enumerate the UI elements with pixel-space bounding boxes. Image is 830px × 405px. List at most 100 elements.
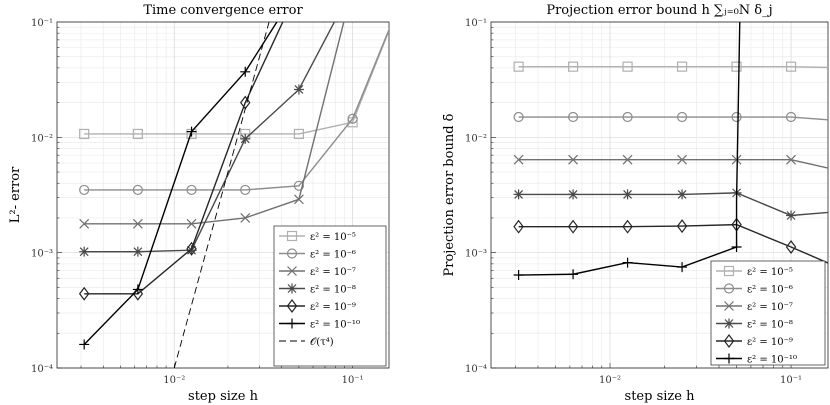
data-point [731,241,742,252]
legend-entry: ε² = 10⁻¹⁰ [279,318,360,331]
data-point [622,219,633,234]
data-point [79,218,90,229]
data-point [731,154,742,165]
legend-marker [723,334,735,348]
data-point [347,113,358,124]
data-point [186,218,197,229]
data-point [786,210,797,221]
plot-frame [490,21,829,369]
legend-label: ε² = 10⁻⁶ [310,250,356,261]
data-point [785,239,797,254]
data-point [622,111,633,123]
data-point [568,189,579,200]
series-7 [173,22,270,368]
data-point [79,184,90,196]
x-tick-label: 10⁻² [163,375,185,386]
series-6 [513,22,742,281]
legend-label: ε² = 10⁻⁷ [747,302,793,313]
series-6 [79,22,278,350]
data-point [677,154,687,165]
data-point [240,133,251,144]
data-point [513,61,524,72]
legend-entry: ε² = 10⁻⁸ [716,318,793,331]
series-line [84,22,336,253]
data-point [513,270,524,281]
legend-label: 𝒪(τ⁴) [310,337,334,348]
y-axis-label: Projection error bound δ̄ [442,113,457,276]
data-point [568,154,579,165]
legend-label: ε² = 10⁻¹⁰ [310,320,360,331]
grid [57,21,389,369]
legend-marker [723,265,735,277]
y-tick-label: 10⁻⁴ [31,364,53,375]
data-point [79,128,90,140]
legend-box [710,260,826,366]
y-tick-label: 10⁻³ [465,249,487,260]
series-line [84,22,345,225]
series-line [518,65,828,69]
legend-marker [287,283,297,294]
data-point [293,180,305,191]
data-point [132,218,143,229]
legend-marker [286,248,298,259]
data-point [731,61,742,72]
data-point [513,111,524,123]
data-point [186,126,197,137]
data-point [132,284,143,295]
series-line [518,158,828,169]
data-point [513,219,524,234]
legend-entry: ε² = 10⁻⁹ [716,334,793,348]
data-point [132,184,143,196]
legend-entry: 𝒪(τ⁴) [279,337,334,348]
x-tick-label: 10⁻¹ [342,375,364,386]
chart-panel-2: 10⁻⁴ 10⁻³ 10⁻² 10⁻¹ 10⁻² 10⁻¹ Projection error… [442,3,829,404]
legend-entry: ε² = 10⁻⁷ [279,266,356,278]
data-point [677,262,688,273]
data-point [240,213,251,223]
legend-label: ε² = 10⁻⁸ [747,320,793,331]
series-2 [513,111,828,123]
legend-label: ε² = 10⁻⁵ [747,267,793,278]
series-1 [513,61,828,72]
data-point [79,246,90,257]
x-axis-label: step size h [188,389,259,404]
data-point [568,269,579,280]
data-point [622,257,633,268]
y-tick-label: 10⁻⁴ [465,364,487,375]
x-axis-label: step size h [625,389,696,404]
series-line [84,27,389,191]
chart-panel-1: 10⁻⁴ 10⁻³ 10⁻² 10⁻¹ 10⁻² 10⁻¹ Time convergence… [8,3,390,404]
series-line [518,192,828,217]
legend-marker [286,230,298,242]
legend-marker [287,318,297,329]
legend-label: ε² = 10⁻⁷ [310,267,356,278]
legend: ε² = 10⁻⁵ ε² = 10⁻⁶ ε² = 10⁻⁷ ε² = 10⁻⁸ ε² =… [710,260,826,366]
series-line [173,22,270,368]
legend-entry: ε² = 10⁻¹⁰ [716,353,797,366]
data-point [676,219,688,234]
x-tick-label: 10⁻² [599,375,621,386]
legend-entry: ε² = 10⁻⁶ [279,248,356,261]
legend-label: ε² = 10⁻⁵ [310,232,356,243]
data-point [567,111,579,123]
plot-frame [56,21,390,369]
data-point [513,189,524,200]
series-3 [513,154,828,169]
legend-label: ε² = 10⁻⁹ [310,302,356,313]
legend-entry: ε² = 10⁻⁹ [279,299,356,313]
series-4 [79,22,336,257]
series-line [84,22,284,295]
data-point [622,61,633,72]
legend-entry: ε² = 10⁻⁵ [279,230,356,243]
legend-entry: ε² = 10⁻⁵ [716,265,793,278]
data-point [240,184,251,196]
series-line [518,223,828,264]
data-point [240,66,251,77]
y-axis-label: L²- error [8,166,23,223]
data-point [567,219,579,234]
chart-title: Time convergence error [143,3,303,18]
y-tick-label: 10⁻² [31,133,53,144]
data-point [79,339,90,350]
data-point [293,128,305,140]
